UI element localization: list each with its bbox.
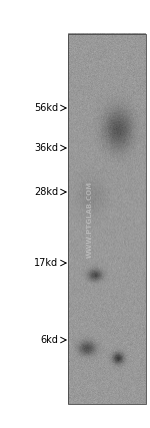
Text: 17kd: 17kd	[34, 258, 58, 268]
Text: 56kd: 56kd	[34, 103, 58, 113]
Text: 36kd: 36kd	[34, 143, 58, 153]
Text: 6kd: 6kd	[40, 335, 58, 345]
Text: WWW.PTGLAB.COM: WWW.PTGLAB.COM	[87, 181, 93, 258]
Bar	[68, 34, 146, 404]
Text: 28kd: 28kd	[34, 187, 58, 197]
